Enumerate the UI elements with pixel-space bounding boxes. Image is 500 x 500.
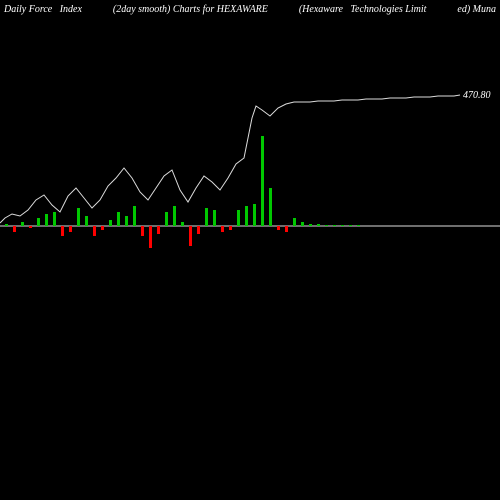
bars-group: [5, 136, 360, 248]
bar-positive: [77, 208, 80, 226]
bar-negative: [29, 226, 32, 228]
force-index-chart: 470.80: [0, 0, 500, 500]
bar-negative: [149, 226, 152, 248]
bar-positive: [109, 220, 112, 226]
bar-positive: [37, 218, 40, 226]
bar-positive: [213, 210, 216, 226]
bar-negative: [285, 226, 288, 232]
bar-negative: [157, 226, 160, 234]
bar-positive: [237, 210, 240, 226]
bar-positive: [333, 225, 336, 226]
bar-positive: [301, 222, 304, 226]
bar-negative: [277, 226, 280, 230]
bar-positive: [317, 224, 320, 226]
title-left: Daily Force Index: [4, 4, 82, 15]
bar-positive: [261, 136, 264, 226]
bar-negative: [197, 226, 200, 234]
bar-negative: [189, 226, 192, 246]
end-value-label: 470.80: [463, 90, 491, 101]
bar-positive: [205, 208, 208, 226]
title-mid1: (2day smooth) Charts for HEXAWARE: [113, 4, 268, 15]
bar-positive: [349, 225, 352, 226]
bar-positive: [181, 222, 184, 226]
bar-negative: [141, 226, 144, 236]
bar-positive: [253, 204, 256, 226]
bar-positive: [293, 218, 296, 226]
bar-positive: [341, 225, 344, 226]
price-line: [0, 95, 460, 223]
bar-positive: [125, 216, 128, 226]
bar-positive: [117, 212, 120, 226]
title-mid2: (Hexaware Technologies Limit: [299, 4, 427, 15]
bar-positive: [325, 225, 328, 226]
bar-positive: [133, 206, 136, 226]
bar-positive: [165, 212, 168, 226]
bar-positive: [53, 212, 56, 226]
chart-title: Daily Force Index (2day smooth) Charts f…: [0, 4, 500, 15]
title-right: ed) Muna: [457, 4, 496, 15]
bar-positive: [173, 206, 176, 226]
bar-positive: [5, 224, 8, 226]
bar-positive: [21, 222, 24, 226]
bar-negative: [229, 226, 232, 230]
bar-positive: [269, 188, 272, 226]
bar-negative: [61, 226, 64, 236]
bar-positive: [45, 214, 48, 226]
bar-negative: [93, 226, 96, 236]
bar-negative: [101, 226, 104, 230]
bar-positive: [357, 225, 360, 226]
bar-positive: [309, 224, 312, 226]
chart-container: Daily Force Index (2day smooth) Charts f…: [0, 0, 500, 500]
bar-negative: [69, 226, 72, 232]
bar-negative: [221, 226, 224, 232]
bar-negative: [13, 226, 16, 232]
bar-positive: [245, 206, 248, 226]
bar-positive: [85, 216, 88, 226]
